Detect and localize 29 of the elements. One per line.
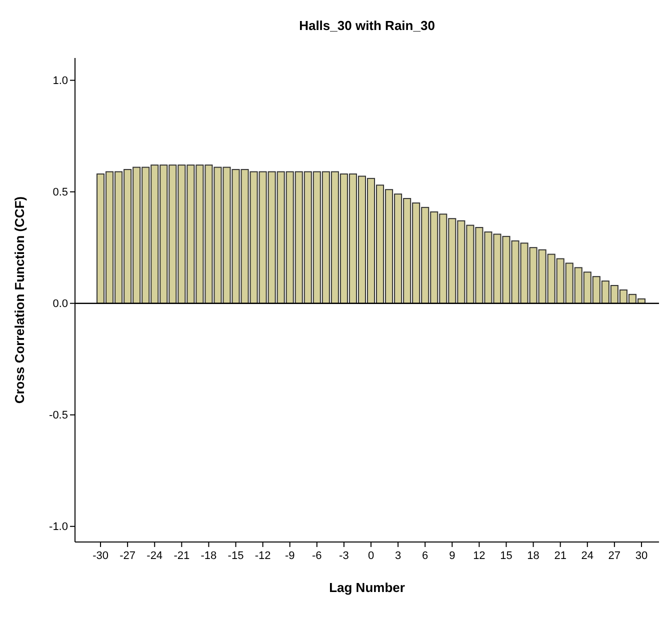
y-tick-label: -1.0	[49, 521, 68, 534]
x-tick-label: 9	[449, 550, 456, 562]
x-tick-label: 0	[368, 550, 374, 562]
x-axis-title: Lag Number	[329, 580, 405, 595]
y-tick-label: 1.0	[52, 75, 68, 88]
x-tick-label: -15	[228, 550, 244, 562]
x-tick-label: 6	[422, 550, 428, 562]
x-tick-label: -24	[146, 550, 163, 562]
y-tick-label: -0.5	[49, 410, 68, 422]
x-tick-label: 15	[500, 550, 512, 562]
x-tick-label: -30	[92, 550, 108, 562]
x-tick-label: -3	[339, 550, 349, 562]
x-tick-label: -27	[120, 550, 136, 562]
y-tick-label: 0.0	[52, 298, 68, 310]
x-tick-label: 27	[608, 550, 621, 562]
x-tick-label: -21	[174, 550, 190, 562]
x-tick-label: -12	[254, 550, 271, 562]
x-tick-label: 3	[394, 550, 402, 562]
x-tick-label: 21	[554, 550, 566, 562]
x-tick-label: -9	[284, 550, 295, 562]
x-tick-label: 18	[527, 550, 540, 562]
x-tick-label: 30	[635, 550, 648, 562]
x-tick-label: 24	[581, 550, 594, 562]
x-tick-label: -6	[312, 550, 322, 562]
x-tick-label: 12	[473, 550, 486, 562]
chart-title: Halls_30 with Rain_30	[299, 18, 435, 33]
y-axis-title: Cross Correlation Function (CCF)	[12, 196, 27, 404]
x-tick-label: -18	[200, 550, 217, 562]
y-tick-label: 0.5	[52, 186, 68, 199]
